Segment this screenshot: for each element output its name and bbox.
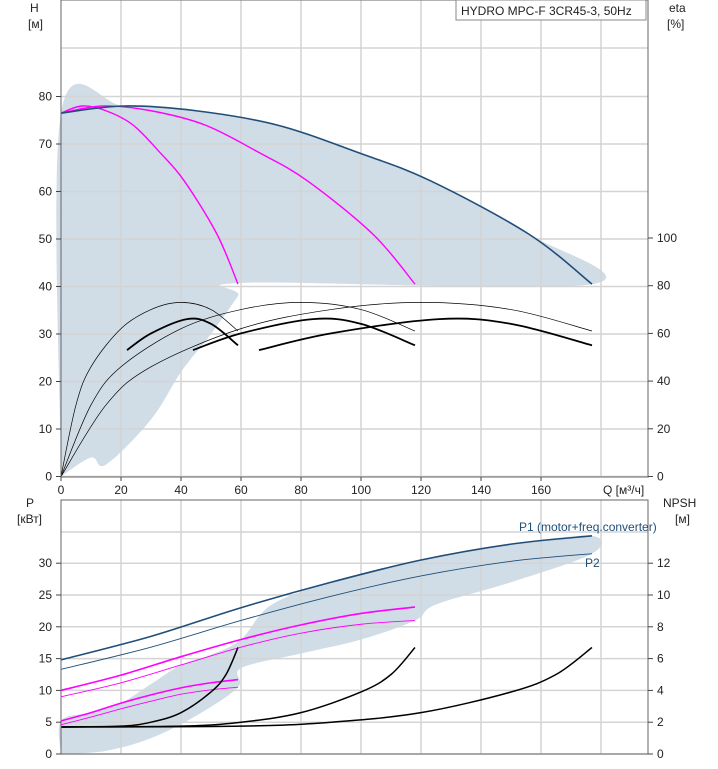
y2-tick-label: 10 [657,588,671,602]
top-y2label-unit: [%] [667,17,684,31]
y-tick-label: 70 [39,137,53,151]
bot-ylabel-unit: [кВт] [17,512,42,526]
power-npsh-plot: 0 5 10 15 20 25 30 0 2 4 6 8 10 12 [39,499,671,761]
y2-tick-label: 12 [657,556,671,570]
y-tick-label: 25 [39,588,53,602]
y-tick-label: 20 [39,375,53,389]
y-tick-label: 15 [39,652,53,666]
top-ylabel-unit: [м] [28,17,43,31]
head-efficiency-plot: 0 10 20 30 40 50 60 70 80 0 20 40 60 80 100 0 20 40 60 80 10… [39,0,677,497]
y2-tick-label: 4 [657,683,664,697]
x-tick-label: 140 [471,483,491,497]
p2-curve-1-pump [60,686,239,726]
y-tick-label: 60 [39,185,53,199]
top-y2label: eta [669,1,686,15]
y2-tick-label: 8 [657,620,664,634]
y2-tick-label: 6 [657,652,664,666]
y-tick-label: 10 [39,422,53,436]
x-tick-label: 80 [294,483,308,497]
xlabel: Q [м³/ч] [603,483,644,497]
chart-title: HYDRO MPC-F 3CR45-3, 50Hz [461,4,632,18]
x-tick-label: 0 [58,483,65,497]
p1-curve-1-pump [60,678,239,722]
eta-total-curve-2-pump [192,317,416,351]
h-curve-2-pump [60,105,416,285]
x-tick-label: 120 [411,483,431,497]
eta-curve-3-pump [60,302,593,477]
y-tick-label: 80 [39,90,53,104]
h-curve-3-pump [60,105,593,285]
y-tick-label: 5 [45,715,52,729]
p1-curve-2-pump [60,606,416,692]
bot-y2label: NPSH [663,496,696,510]
h-curve-1-pump [60,105,239,285]
eta-total-curve-3-pump [258,317,593,351]
x-tick-label: 20 [114,483,128,497]
p2-curve-2-pump [60,619,416,698]
p1-label: P1 (motor+freq.converter) [519,520,657,534]
operating-range-shade [56,83,607,477]
y-tick-label: 0 [45,747,52,761]
y-tick-label: 30 [39,327,53,341]
top-ylabel: H [30,1,39,15]
p1-curve-3-pump [60,535,593,661]
y-tick-label: 0 [45,470,52,484]
bot-ylabel: P [26,496,34,510]
y2-tick-label: 2 [657,715,664,729]
x-tick-label: 100 [351,483,371,497]
npsh-curve-3-pump [60,646,593,728]
x-tick-label: 60 [234,483,248,497]
y-tick-label: 40 [39,280,53,294]
y2-tick-label: 0 [657,747,664,761]
y-tick-label: 20 [39,620,53,634]
title-box: HYDRO MPC-F 3CR45-3, 50Hz [455,0,647,21]
y2-tick-label: 60 [657,326,671,340]
x-tick-label: 40 [174,483,188,497]
y2-tick-label: 80 [657,279,671,293]
y2-tick-label: 20 [657,422,671,436]
eta-total-curve-1-pump [126,317,239,351]
operating-range-shade [58,535,603,754]
y-tick-label: 10 [39,683,53,697]
bot-y2label-unit: [м] [675,512,690,526]
p2-label: P2 [585,556,600,570]
x-tick-label: 160 [531,483,551,497]
eta-curve-1-pump [60,302,239,477]
y-tick-label: 50 [39,232,53,246]
y2-tick-label: 40 [657,374,671,388]
y-tick-label: 30 [39,556,53,570]
y2-tick-label: 0 [657,470,664,484]
p2-curve-3-pump [60,553,593,670]
y2-tick-label: 100 [657,231,677,245]
